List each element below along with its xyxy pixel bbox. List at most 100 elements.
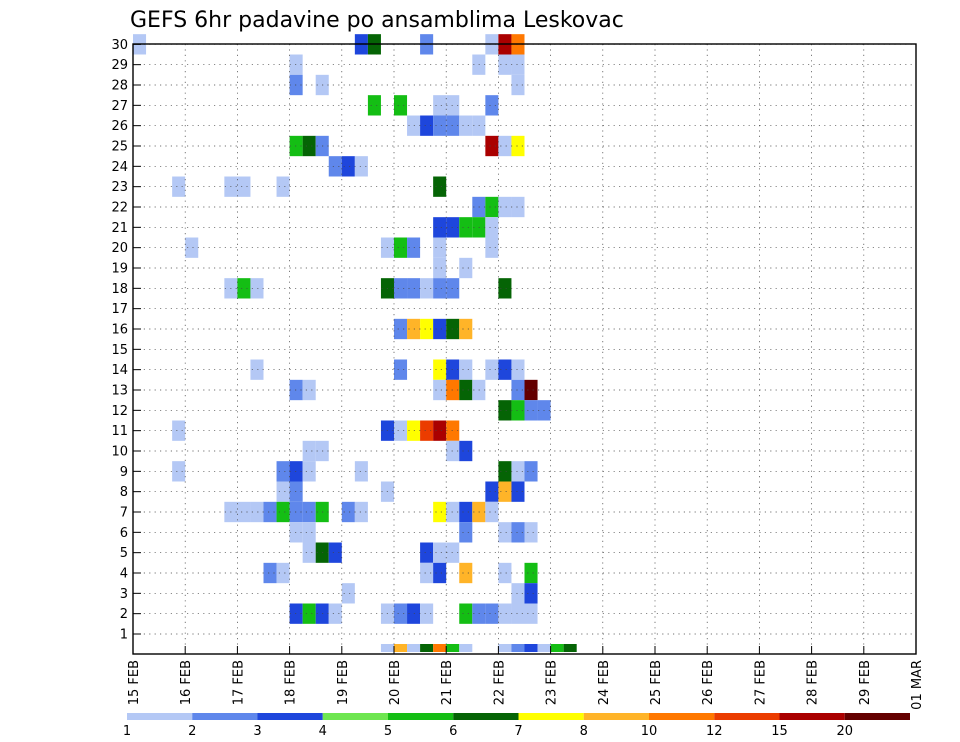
cell	[550, 644, 564, 652]
x-tick-label: 23 FEB	[545, 660, 560, 705]
x-tick-label: 22 FEB	[492, 660, 507, 705]
cell	[511, 196, 525, 218]
y-tick-label: 27	[111, 99, 128, 114]
y-tick-label: 8	[120, 485, 128, 500]
cell	[237, 501, 251, 523]
cell	[433, 95, 447, 116]
cell	[302, 379, 316, 401]
cell	[433, 278, 447, 299]
legend-swatch	[649, 713, 715, 720]
legend-label: 12	[706, 724, 723, 739]
cell	[354, 461, 368, 482]
x-tick-label: 29 FEB	[858, 660, 873, 705]
cell	[394, 237, 408, 258]
cell	[328, 156, 342, 177]
y-tick-label: 3	[120, 587, 128, 602]
cell	[394, 420, 408, 441]
cell	[407, 420, 421, 441]
legend-label: 7	[514, 724, 522, 739]
y-tick-label: 5	[120, 546, 128, 561]
legend-swatch	[583, 713, 649, 720]
cell	[407, 278, 421, 299]
cell	[485, 237, 499, 258]
cell	[237, 278, 251, 299]
y-tick-label: 4	[120, 567, 128, 582]
legend-swatch	[257, 713, 323, 720]
x-tick-label: 20 FEB	[388, 660, 403, 705]
cell	[563, 644, 577, 652]
cell	[420, 542, 434, 563]
cell	[172, 176, 186, 197]
cell	[511, 379, 525, 401]
legend-swatch	[322, 713, 388, 720]
cell	[276, 481, 290, 502]
cell	[433, 420, 447, 441]
cell	[394, 359, 408, 380]
cell	[485, 501, 499, 523]
x-axis: 15 FEB 16 FEB 17 FEB 18 FEB 19 FEB 20 FEB 21 F…	[127, 646, 925, 710]
cell	[459, 440, 473, 462]
cell	[341, 501, 355, 523]
cell	[459, 644, 473, 652]
x-tick-label: 26 FEB	[701, 660, 716, 705]
cell	[433, 359, 447, 380]
cell	[276, 562, 290, 584]
legend-label: 4	[319, 724, 327, 739]
cell	[498, 400, 512, 421]
cell	[302, 440, 316, 462]
cell	[394, 278, 408, 299]
cell	[459, 501, 473, 523]
cell	[459, 562, 473, 584]
cell	[341, 583, 355, 604]
cell	[433, 562, 447, 584]
cell	[420, 644, 434, 652]
y-tick-label: 14	[111, 363, 128, 378]
cell	[511, 400, 525, 421]
cell	[524, 583, 538, 604]
cell	[276, 461, 290, 482]
cell	[485, 481, 499, 502]
cell	[407, 644, 421, 652]
cell	[433, 217, 447, 238]
cell	[511, 481, 525, 502]
legend-label: 6	[449, 724, 457, 739]
cell	[498, 278, 512, 299]
legend-label: 3	[253, 724, 261, 739]
y-tick-label: 19	[111, 262, 128, 277]
cell	[537, 644, 551, 652]
cell	[498, 562, 512, 584]
legend-swatch	[714, 713, 780, 720]
cell	[498, 603, 512, 624]
grid-layer	[133, 43, 916, 654]
y-tick-label: 6	[120, 526, 128, 541]
cell	[237, 176, 251, 197]
y-tick-label: 1	[120, 628, 128, 643]
y-tick-label: 9	[120, 465, 128, 480]
y-tick-label: 21	[111, 221, 128, 236]
x-tick-label: 25 FEB	[649, 660, 664, 705]
cell	[498, 54, 512, 75]
y-tick-label: 11	[111, 424, 128, 439]
cell	[407, 115, 421, 136]
y-tick-label: 12	[111, 404, 128, 419]
cell	[498, 522, 512, 543]
cell	[354, 501, 368, 523]
cell	[433, 318, 447, 340]
cell	[341, 156, 355, 177]
y-tick-label: 17	[111, 302, 128, 317]
cell	[420, 562, 434, 584]
cell	[446, 644, 460, 652]
legend-swatch	[127, 713, 193, 720]
cell	[524, 644, 538, 652]
y-tick-label: 16	[111, 323, 128, 338]
cell	[407, 603, 421, 624]
legend-label: 1	[123, 724, 131, 739]
x-tick-label: 19 FEB	[336, 660, 351, 705]
cell	[524, 522, 538, 543]
y-tick-label: 30	[111, 38, 128, 53]
cell	[498, 359, 512, 380]
cells-layer	[133, 34, 577, 652]
cell	[459, 359, 473, 380]
legend-label: 10	[641, 724, 658, 739]
